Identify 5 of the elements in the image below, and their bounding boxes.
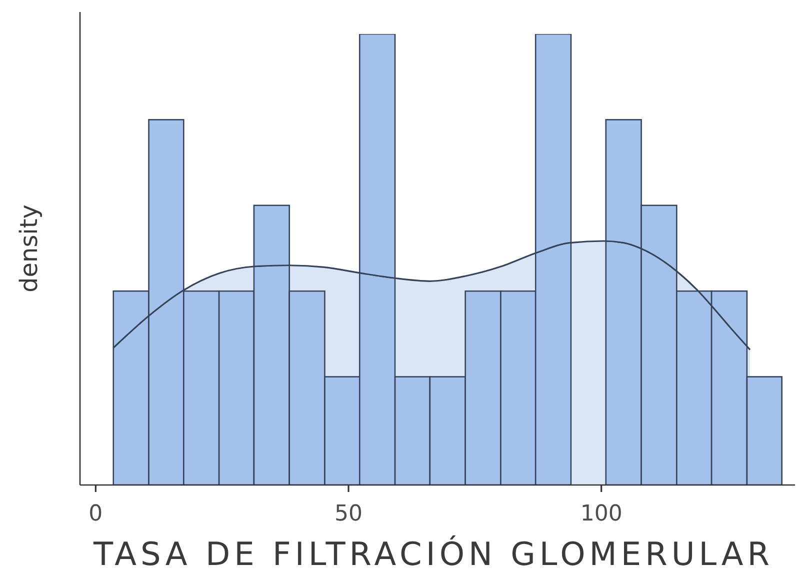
x-axis-title: TASA DE FILTRACIÓN GLOMERULAR: [92, 535, 774, 572]
y-axis-title: density: [15, 204, 43, 292]
x-tick-label: 100: [580, 501, 622, 526]
x-tick-label: 50: [334, 501, 363, 526]
x-tick-label: 0: [88, 501, 103, 526]
